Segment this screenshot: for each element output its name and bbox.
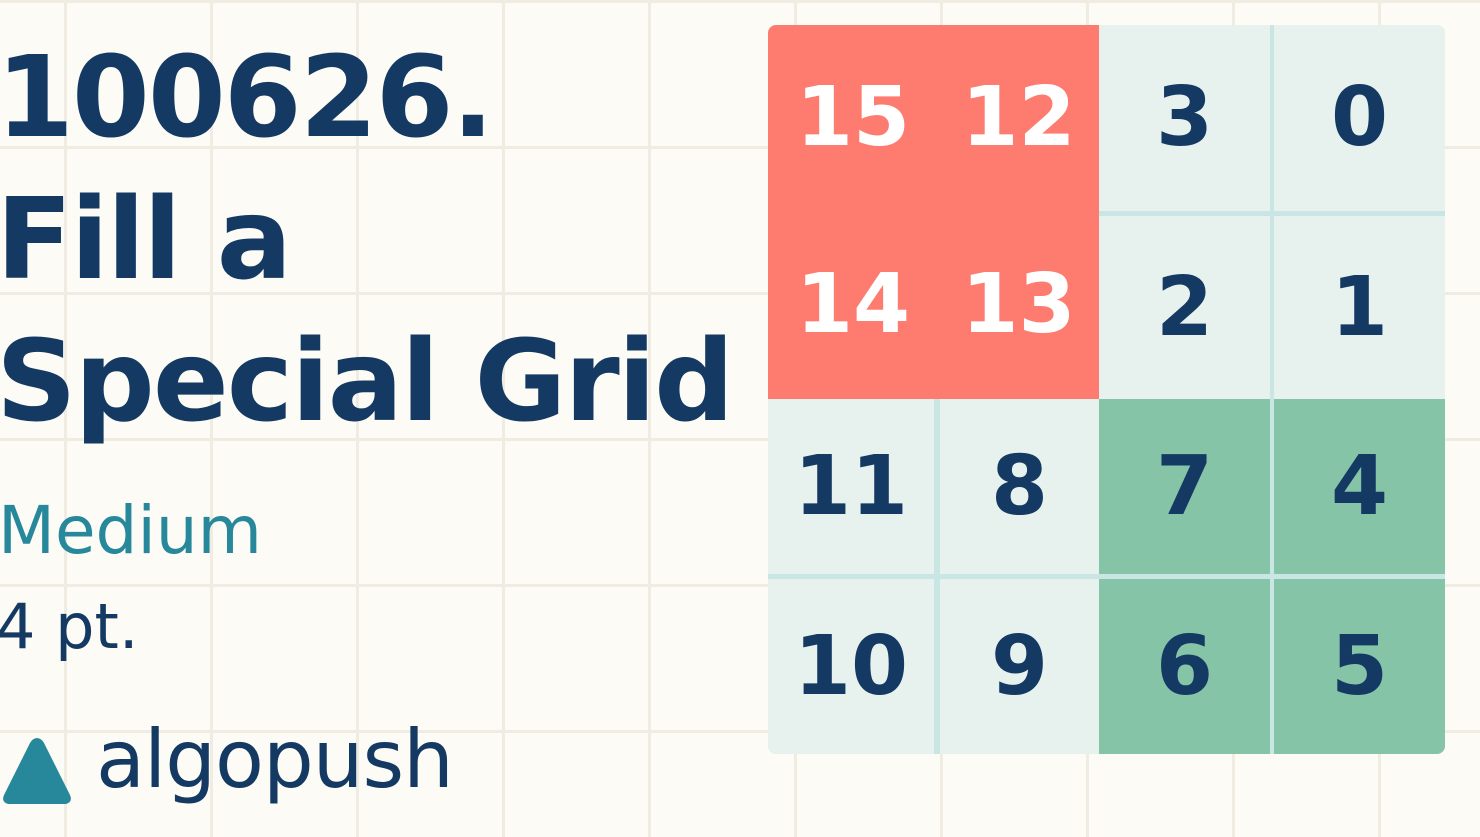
grid-cell: 2 [1099, 216, 1270, 399]
grid-cell: 13 [938, 211, 1099, 399]
grid-cell: 12 [938, 25, 1099, 211]
grid-cell: 9 [940, 579, 1099, 754]
grid-cell: 5 [1274, 579, 1445, 754]
grid-cell: 8 [940, 399, 1099, 574]
points-label: 4 pt. [0, 590, 139, 663]
grid-cell: 6 [1099, 579, 1270, 754]
grid-cell: 3 [1099, 25, 1270, 211]
problem-title-line-1: Fill a [0, 175, 292, 305]
grid-cell: 11 [768, 399, 934, 574]
problem-info-panel: 100626. Fill a Special Grid Medium 4 pt.… [0, 33, 734, 806]
grid-cell: 15 [768, 25, 938, 211]
brand-name: algopush [96, 713, 454, 806]
triangle-logo-icon [3, 738, 71, 804]
example-grid: 15 12 3 0 14 13 2 1 11 8 7 4 10 9 6 5 [768, 25, 1445, 754]
grid-cell: 4 [1274, 399, 1445, 574]
grid-cell: 10 [768, 579, 934, 754]
grid-cell: 14 [768, 211, 938, 399]
grid-cell: 0 [1274, 25, 1445, 211]
difficulty-label: Medium [0, 492, 262, 569]
problem-id: 100626. [0, 33, 494, 163]
problem-title-line-2: Special Grid [0, 317, 734, 447]
grid-cell: 7 [1099, 399, 1270, 574]
grid-cell: 1 [1274, 216, 1445, 399]
